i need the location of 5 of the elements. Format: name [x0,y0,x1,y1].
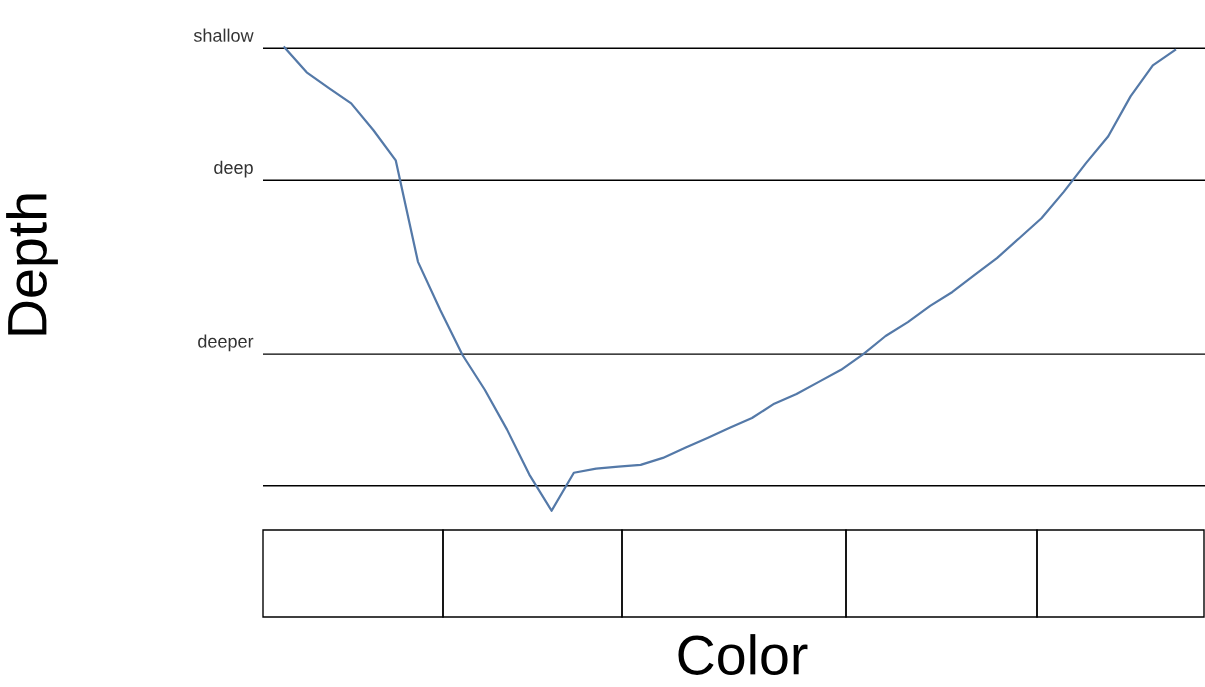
ref-line-label: deeper [198,334,254,352]
x-axis-title: Color [678,634,808,675]
ref-line-label: deep [214,160,253,178]
ref-line-label: shallow [193,28,254,42]
y-axis-title: Depth [6,194,58,335]
